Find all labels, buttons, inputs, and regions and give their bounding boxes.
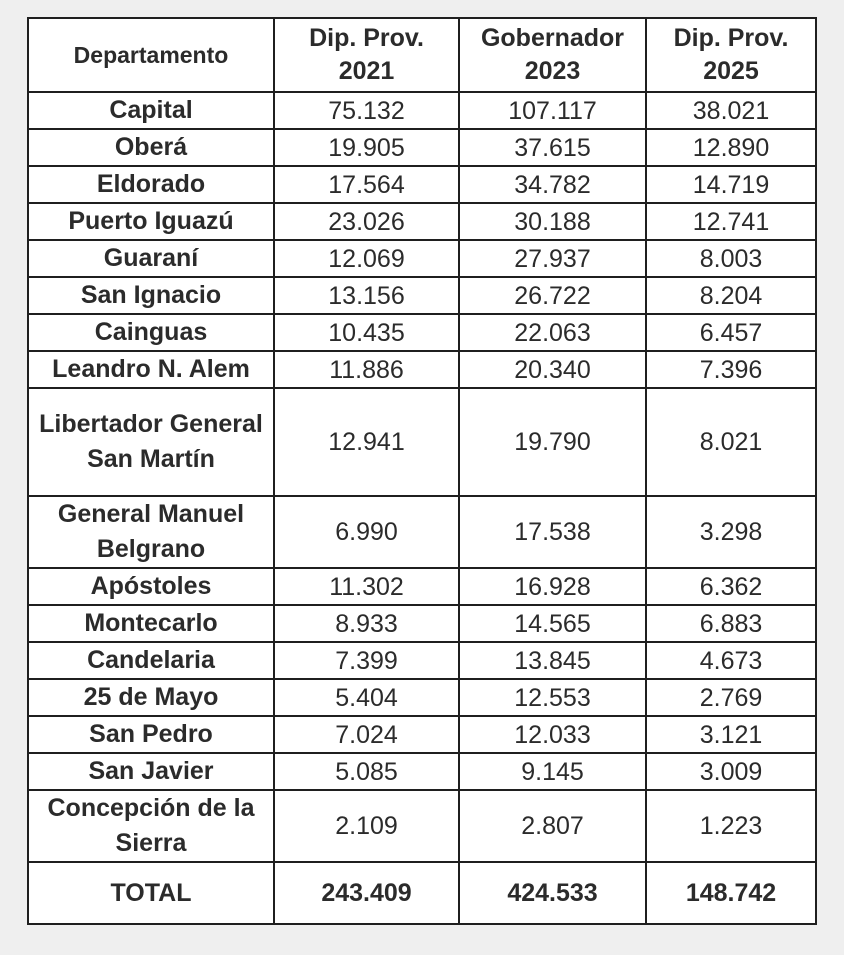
table-row: Candelaria 7.399 13.845 4.673 (27, 641, 817, 680)
cell-departamento: 25 de Mayo (27, 678, 275, 717)
cell-gob-2023: 107.117 (458, 91, 647, 130)
cell-gob-2023: 17.538 (458, 495, 647, 569)
cell-departamento: Candelaria (27, 641, 275, 680)
cell-dip-2025: 6.457 (645, 313, 817, 352)
table-row: 25 de Mayo 5.404 12.553 2.769 (27, 678, 817, 717)
cell-dip-2021: 75.132 (273, 91, 460, 130)
cell-dip-2021: 7.399 (273, 641, 460, 680)
cell-gob-2023: 16.928 (458, 567, 647, 606)
cell-dip-2021: 12.069 (273, 239, 460, 278)
table-row: Montecarlo 8.933 14.565 6.883 (27, 604, 817, 643)
cell-dip-2025: 14.719 (645, 165, 817, 204)
cell-departamento: San Javier (27, 752, 275, 791)
cell-dip-2025: 8.003 (645, 239, 817, 278)
table-row: Guaraní 12.069 27.937 8.003 (27, 239, 817, 278)
cell-dip-2021: 12.941 (273, 387, 460, 497)
cell-gob-2023: 37.615 (458, 128, 647, 167)
cell-gob-2023: 12.033 (458, 715, 647, 754)
cell-departamento: Capital (27, 91, 275, 130)
total-dip-2025: 148.742 (645, 861, 817, 925)
cell-dip-2025: 1.223 (645, 789, 817, 863)
cell-dip-2021: 17.564 (273, 165, 460, 204)
cell-gob-2023: 20.340 (458, 350, 647, 389)
table-row: General Manuel Belgrano 6.990 17.538 3.2… (27, 495, 817, 569)
table-row: San Pedro 7.024 12.033 3.121 (27, 715, 817, 754)
cell-departamento: Eldorado (27, 165, 275, 204)
header-departamento: Departamento (27, 17, 275, 93)
cell-gob-2023: 9.145 (458, 752, 647, 791)
cell-dip-2025: 8.021 (645, 387, 817, 497)
cell-departamento: Oberá (27, 128, 275, 167)
cell-dip-2021: 11.886 (273, 350, 460, 389)
cell-dip-2025: 3.298 (645, 495, 817, 569)
cell-dip-2025: 6.362 (645, 567, 817, 606)
cell-dip-2021: 13.156 (273, 276, 460, 315)
cell-dip-2021: 2.109 (273, 789, 460, 863)
results-table: Departamento Dip. Prov. 2021 Gobernador … (27, 17, 817, 925)
table-row: Concepción de la Sierra 2.109 2.807 1.22… (27, 789, 817, 863)
header-dip-2025: Dip. Prov. 2025 (645, 17, 817, 93)
table-row: Libertador General San Martín 12.941 19.… (27, 387, 817, 497)
cell-dip-2025: 38.021 (645, 91, 817, 130)
cell-departamento: Puerto Iguazú (27, 202, 275, 241)
cell-dip-2021: 5.404 (273, 678, 460, 717)
cell-dip-2021: 5.085 (273, 752, 460, 791)
cell-dip-2021: 23.026 (273, 202, 460, 241)
cell-gob-2023: 14.565 (458, 604, 647, 643)
cell-dip-2021: 7.024 (273, 715, 460, 754)
cell-gob-2023: 26.722 (458, 276, 647, 315)
cell-dip-2025: 4.673 (645, 641, 817, 680)
cell-departamento: San Ignacio (27, 276, 275, 315)
cell-departamento: General Manuel Belgrano (27, 495, 275, 569)
cell-departamento: Apóstoles (27, 567, 275, 606)
cell-departamento: Concepción de la Sierra (27, 789, 275, 863)
table-row: Puerto Iguazú 23.026 30.188 12.741 (27, 202, 817, 241)
total-dip-2021: 243.409 (273, 861, 460, 925)
table-row: Eldorado 17.564 34.782 14.719 (27, 165, 817, 204)
table-row: Capital 75.132 107.117 38.021 (27, 91, 817, 130)
cell-departamento: San Pedro (27, 715, 275, 754)
cell-dip-2021: 6.990 (273, 495, 460, 569)
cell-dip-2021: 8.933 (273, 604, 460, 643)
cell-dip-2025: 3.121 (645, 715, 817, 754)
cell-departamento: Leandro N. Alem (27, 350, 275, 389)
table-row: San Ignacio 13.156 26.722 8.204 (27, 276, 817, 315)
table-row: Leandro N. Alem 11.886 20.340 7.396 (27, 350, 817, 389)
total-row: TOTAL 243.409 424.533 148.742 (27, 861, 817, 925)
cell-dip-2025: 6.883 (645, 604, 817, 643)
cell-departamento: Cainguas (27, 313, 275, 352)
cell-gob-2023: 30.188 (458, 202, 647, 241)
cell-departamento: Montecarlo (27, 604, 275, 643)
header-row: Departamento Dip. Prov. 2021 Gobernador … (27, 17, 817, 93)
header-gob-2023: Gobernador 2023 (458, 17, 647, 93)
cell-dip-2025: 3.009 (645, 752, 817, 791)
cell-dip-2021: 11.302 (273, 567, 460, 606)
cell-gob-2023: 2.807 (458, 789, 647, 863)
cell-dip-2021: 19.905 (273, 128, 460, 167)
cell-gob-2023: 27.937 (458, 239, 647, 278)
cell-gob-2023: 13.845 (458, 641, 647, 680)
cell-departamento: Guaraní (27, 239, 275, 278)
cell-gob-2023: 34.782 (458, 165, 647, 204)
cell-departamento: Libertador General San Martín (27, 387, 275, 497)
table-row: Apóstoles 11.302 16.928 6.362 (27, 567, 817, 606)
cell-dip-2025: 2.769 (645, 678, 817, 717)
cell-dip-2021: 10.435 (273, 313, 460, 352)
cell-gob-2023: 12.553 (458, 678, 647, 717)
total-label: TOTAL (27, 861, 275, 925)
cell-dip-2025: 8.204 (645, 276, 817, 315)
cell-gob-2023: 19.790 (458, 387, 647, 497)
cell-dip-2025: 7.396 (645, 350, 817, 389)
cell-dip-2025: 12.741 (645, 202, 817, 241)
total-gob-2023: 424.533 (458, 861, 647, 925)
table-row: Cainguas 10.435 22.063 6.457 (27, 313, 817, 352)
table-row: San Javier 5.085 9.145 3.009 (27, 752, 817, 791)
table-row: Oberá 19.905 37.615 12.890 (27, 128, 817, 167)
cell-dip-2025: 12.890 (645, 128, 817, 167)
header-dip-2021: Dip. Prov. 2021 (273, 17, 460, 93)
cell-gob-2023: 22.063 (458, 313, 647, 352)
